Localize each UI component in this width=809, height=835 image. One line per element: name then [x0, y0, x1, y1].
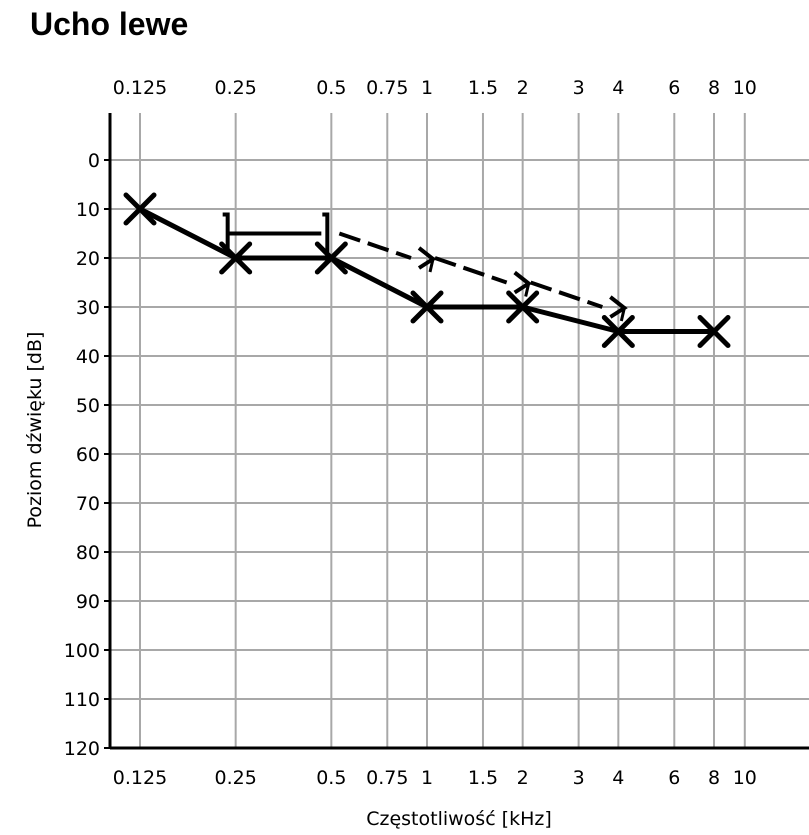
y-tick-label: 40 [76, 346, 100, 368]
x-tick-label-bottom: 2 [517, 767, 529, 789]
x-tick-label-bottom: 0.125 [113, 767, 167, 789]
x-tick-label-top: 2 [517, 77, 529, 99]
y-tick-label: 30 [76, 297, 100, 319]
y-tick-label: 20 [76, 248, 100, 270]
x-tick-label-bottom: 0.75 [366, 767, 408, 789]
x-tick-label-top: 0.25 [215, 77, 257, 99]
x-tick-label-bottom: 3 [573, 767, 585, 789]
axes-layer [104, 113, 809, 750]
y-axis-label: Poziom dźwięku [dB] [24, 332, 46, 529]
x-tick-label-bottom: 0.25 [215, 767, 257, 789]
x-tick-label-top: 0.125 [113, 77, 167, 99]
x-tick-label-top: 0.75 [366, 77, 408, 99]
y-tick-label: 50 [76, 395, 100, 417]
x-tick-label-bottom: 0.5 [316, 767, 346, 789]
x-axis-label: Częstotliwość [kHz] [366, 808, 552, 830]
y-tick-label: 70 [76, 493, 100, 515]
chart-title: Ucho lewe [30, 6, 189, 42]
x-tick-label-top: 4 [612, 77, 624, 99]
ticks-layer: 0.125 0.125 0.25 0.25 0.5 0.5 0.75 0.75 1 1 1.5 1.5… [64, 77, 757, 789]
x-tick-label-top: 0.5 [316, 77, 346, 99]
series-2-arrow-marker [417, 246, 437, 273]
y-tick-label: 100 [64, 640, 100, 662]
x-tick-label-bottom: 1 [421, 767, 433, 789]
series-2-dashed-line [434, 256, 508, 285]
x-tick-label-top: 1.5 [468, 77, 498, 99]
x-tick-label-top: 3 [573, 77, 585, 99]
series-2-dashed-line [530, 280, 603, 309]
x-tick-label-top: 1 [421, 77, 433, 99]
x-tick-label-top: 10 [733, 77, 757, 99]
series-2-bracket-marker [222, 212, 230, 253]
series-2-dashed-line [338, 231, 412, 260]
y-tick-label: 80 [76, 542, 100, 564]
series-2-bracket-marker [322, 212, 330, 253]
series-1-x-marker [314, 241, 348, 275]
y-tick-label: 90 [76, 591, 100, 613]
x-tick-label-bottom: 8 [708, 767, 720, 789]
x-tick-label-bottom: 1.5 [468, 767, 498, 789]
x-tick-label-bottom: 4 [612, 767, 624, 789]
grid-layer [110, 113, 809, 748]
series-2-arrow-marker [513, 270, 533, 297]
y-tick-label: 120 [64, 738, 100, 760]
series-1-x-marker [506, 290, 540, 324]
x-tick-label-top: 6 [668, 77, 680, 99]
y-tick-label: 10 [76, 199, 100, 221]
x-tick-label-bottom: 6 [668, 767, 680, 789]
series-1-x-marker [410, 290, 444, 324]
x-tick-label-bottom: 10 [733, 767, 757, 789]
series-1-x-marker [123, 192, 157, 226]
y-tick-label: 60 [76, 444, 100, 466]
x-tick-label-top: 8 [708, 77, 720, 99]
y-tick-label: 110 [64, 689, 100, 711]
y-tick-label: 0 [88, 150, 100, 172]
series-1-x-marker [697, 315, 731, 348]
series-layer [123, 192, 731, 348]
series-1-x-marker [601, 315, 635, 348]
series-2-arrow-marker [609, 295, 628, 322]
